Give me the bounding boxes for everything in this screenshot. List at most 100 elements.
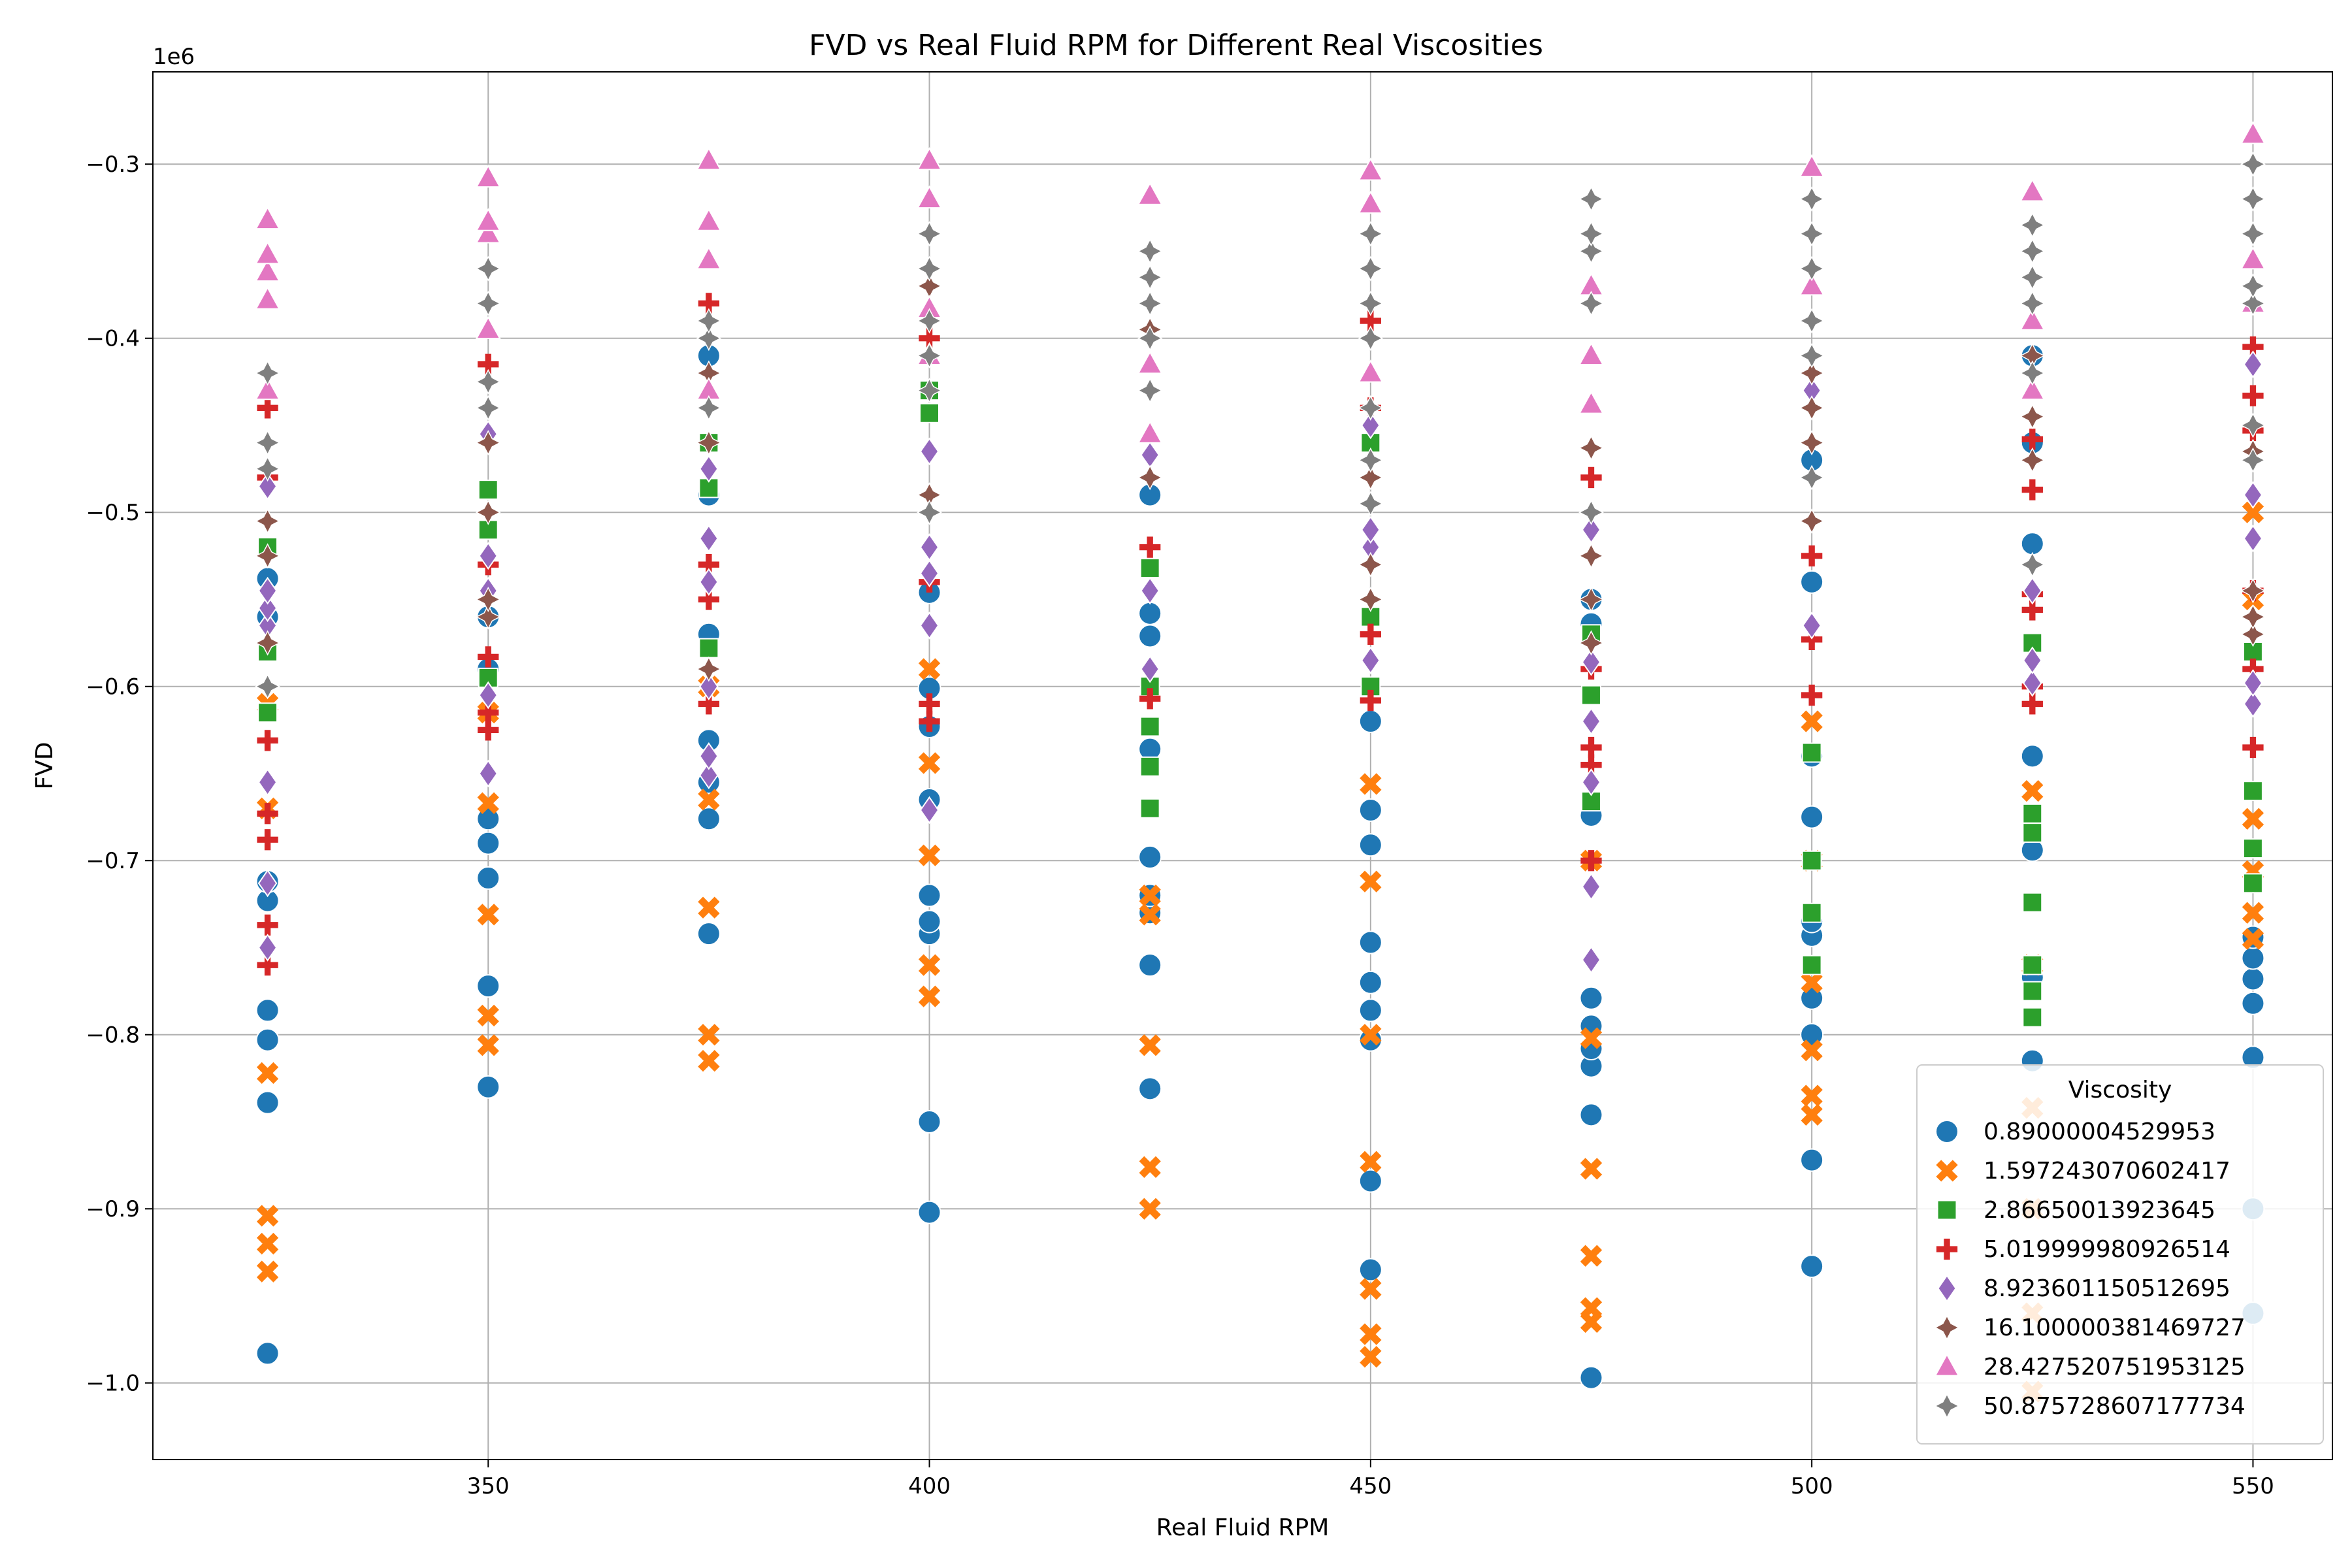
y-tick-label: −1.0 (86, 1371, 140, 1397)
data-point (255, 286, 281, 310)
data-point (255, 376, 281, 400)
data-point (1580, 1297, 1603, 1319)
data-point (255, 1090, 280, 1115)
data-point (1580, 736, 1602, 759)
data-point (1799, 186, 1825, 212)
legend-entry: 50.875728607177734 (1934, 1393, 2246, 1420)
legend-label: 0.89000004529953 (1984, 1119, 2215, 1145)
data-point (475, 255, 501, 282)
data-point (1580, 1027, 1603, 1049)
data-point (1799, 360, 1825, 386)
data-point (1137, 350, 1163, 374)
data-point (2019, 307, 2046, 331)
data-point (1358, 798, 1382, 822)
data-point (1361, 515, 1380, 544)
data-point (2022, 955, 2043, 975)
x-axis-ticks: 350 400 450 500 550 (467, 1460, 2274, 1499)
data-point (2243, 669, 2263, 697)
data-point (699, 742, 719, 770)
data-point (2241, 946, 2265, 970)
data-point (698, 789, 720, 811)
data-point (2243, 481, 2263, 509)
y-axis-label: FVD (31, 742, 58, 789)
data-point (257, 576, 278, 605)
data-point (1360, 623, 1381, 645)
data-point (1358, 551, 1384, 578)
data-point (917, 255, 943, 282)
data-point (2240, 273, 2266, 299)
data-point (918, 985, 941, 1007)
y-tick-label: −0.6 (86, 674, 140, 700)
data-point (2241, 991, 2265, 1015)
x-tick-label: 550 (2232, 1473, 2274, 1499)
data-point (1579, 1103, 1603, 1127)
data-point (2240, 447, 2266, 473)
data-point (917, 342, 943, 368)
data-point (2021, 779, 2044, 802)
data-point (1139, 1156, 1161, 1178)
data-point (476, 974, 500, 998)
data-point (1799, 395, 1825, 421)
data-point (917, 1200, 941, 1224)
data-point (257, 397, 278, 419)
data-point (475, 368, 501, 395)
data-point (1802, 612, 1821, 640)
data-point (1139, 1034, 1161, 1056)
x-tick-label: 350 (467, 1473, 510, 1499)
data-point (256, 1205, 279, 1227)
data-point (1137, 182, 1163, 205)
data-point (1358, 290, 1384, 316)
data-point (1579, 1365, 1603, 1390)
data-point (1799, 308, 1825, 334)
data-point (2240, 246, 2266, 270)
data-point (2242, 873, 2263, 894)
data-point (1137, 325, 1163, 351)
data-point (1799, 154, 1825, 178)
legend-entry: 16.100000381469727 (1934, 1315, 2246, 1341)
legend-entry: 28.427520751953125 (1934, 1353, 2246, 1380)
data-point (1581, 648, 1601, 676)
data-point (1361, 411, 1380, 440)
data-point (1137, 290, 1163, 316)
data-point (1139, 1198, 1161, 1220)
data-point (475, 499, 501, 525)
data-point (1799, 508, 1825, 534)
data-point (918, 844, 941, 866)
legend-label: 8.923601150512695 (1984, 1275, 2230, 1302)
data-point (476, 831, 500, 855)
data-point (255, 206, 281, 230)
data-point (1358, 465, 1384, 491)
legend-label: 16.100000381469727 (1984, 1315, 2246, 1341)
data-point (2240, 621, 2266, 647)
data-point (696, 656, 722, 682)
data-point (1578, 290, 1604, 316)
data-point (696, 807, 721, 831)
data-point (1799, 342, 1825, 368)
data-point (1578, 342, 1605, 365)
data-point (917, 499, 943, 525)
data-point (1360, 1278, 1382, 1300)
data-point (696, 395, 722, 421)
data-point (1140, 655, 1160, 683)
x-tick-label: 400 (908, 1473, 951, 1499)
data-point (2240, 151, 2266, 177)
data-point (1360, 689, 1381, 711)
data-point (1801, 1085, 1823, 1107)
plot-frame (152, 71, 2333, 1460)
data-point (257, 829, 278, 851)
data-point (1360, 1323, 1382, 1345)
data-point (1799, 465, 1825, 491)
data-point (2242, 808, 2264, 830)
data-point (696, 325, 722, 351)
data-point (2019, 551, 2046, 578)
data-point (1799, 430, 1825, 456)
data-point (696, 208, 722, 231)
data-point (1581, 945, 1601, 974)
data-point (919, 612, 939, 640)
data-point (1138, 953, 1162, 977)
data-point (1358, 221, 1384, 247)
data-point (1360, 870, 1382, 892)
data-point (476, 1075, 500, 1099)
data-point (699, 761, 719, 789)
